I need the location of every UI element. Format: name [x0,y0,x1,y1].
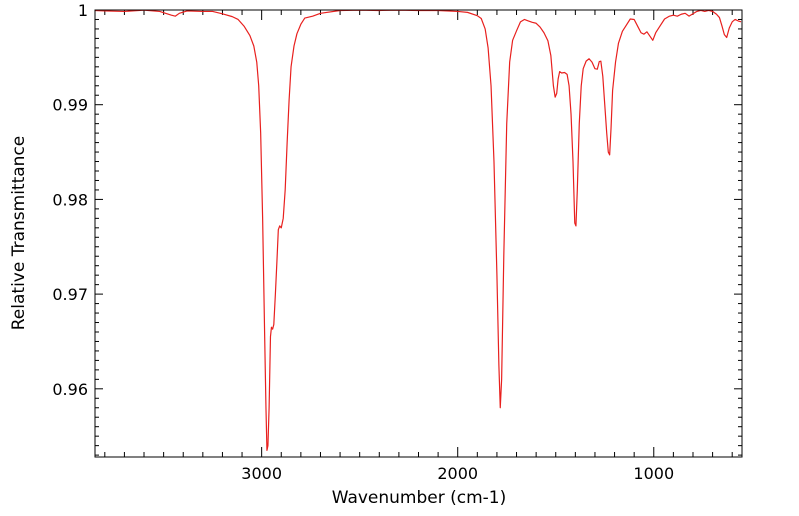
x-minor-ticks [104,10,733,457]
spectrum-line [94,9,742,451]
x-tick-label: 2000 [437,464,478,483]
y-tick-label: 0.96 [52,380,88,399]
x-major-ticks [261,10,655,457]
plot-frame [94,9,743,458]
x-tick-label: 3000 [241,464,282,483]
y-tick-label: 0.97 [52,285,88,304]
x-tick-label: 1000 [633,464,674,483]
y-minor-ticks [95,18,742,456]
y-major-ticks [95,9,742,390]
series-layer [94,9,742,451]
y-tick-label: 0.98 [52,190,88,209]
x-axis-title: Wavenumber (cm-1) [332,488,507,508]
y-tick-labels: 1 0.99 0.98 0.97 0.96 [52,1,88,399]
y-tick-label: 1 [78,1,88,20]
x-tick-labels: 3000 2000 1000 [241,464,674,483]
y-axis-title: Relative Transmittance [9,136,29,331]
y-tick-label: 0.99 [52,96,88,115]
